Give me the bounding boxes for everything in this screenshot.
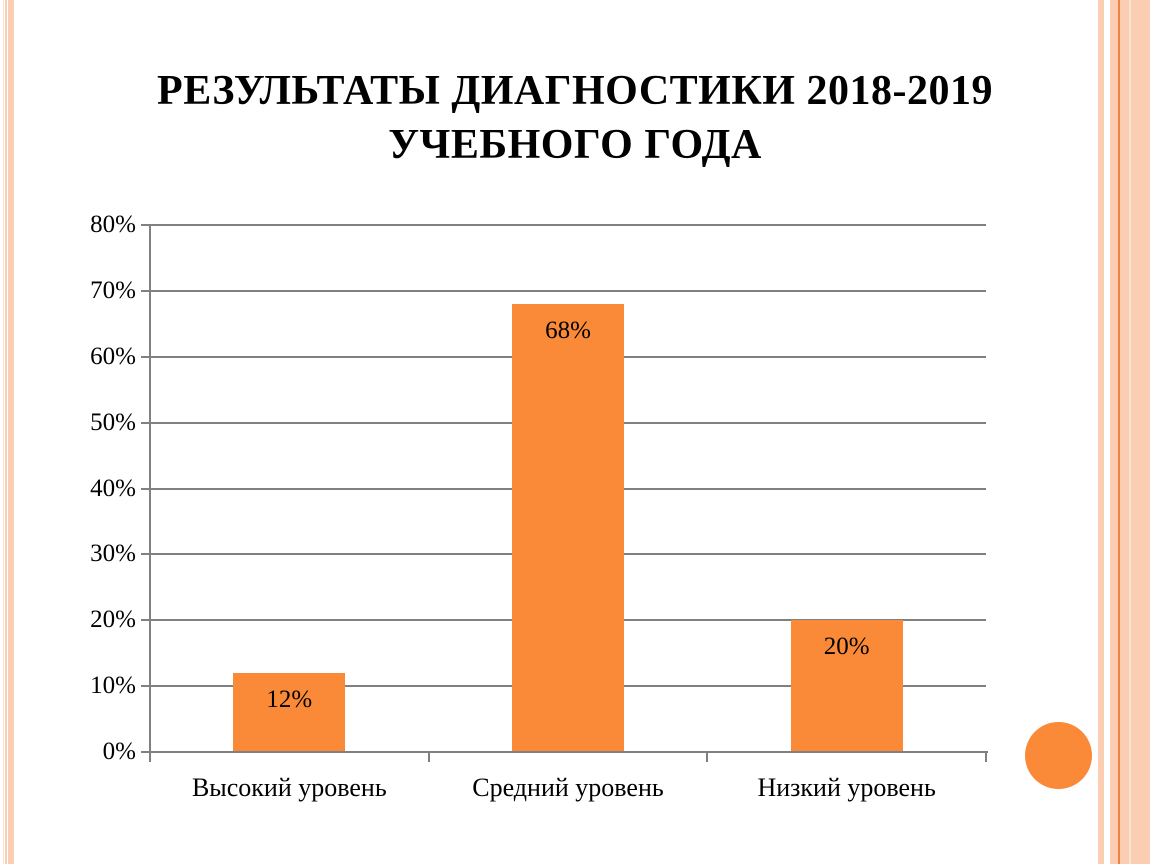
- x-axis-tick-0: [149, 752, 151, 762]
- y-axis-tick-0%: [141, 751, 150, 753]
- bar-value-label: 12%: [266, 685, 313, 713]
- y-axis-tick-label: 10%: [90, 672, 136, 700]
- decorative-circle: [1025, 722, 1092, 789]
- category-label: Высокий уровень: [191, 773, 387, 802]
- bar-value-label: 68%: [545, 317, 591, 345]
- y-axis-tick-40%: [141, 487, 150, 490]
- y-axis-tick-label: 50%: [90, 408, 136, 436]
- category-label: Средний уровень: [472, 773, 664, 802]
- y-axis-tick-30%: [141, 553, 150, 556]
- y-axis-tick-60%: [141, 355, 150, 358]
- bar-1: [233, 672, 346, 752]
- category-label: Низкий уровень: [757, 773, 936, 802]
- x-axis-tick-1: [427, 752, 430, 762]
- right-border-accent-line: [1118, 0, 1120, 864]
- y-axis-line: [149, 225, 151, 762]
- y-axis-tick-label: 0%: [102, 738, 136, 765]
- bar-2: [512, 304, 624, 752]
- x-axis-line: [150, 751, 988, 753]
- slide-title: РЕЗУЛЬТАТЫ ДИАГНОСТИКИ 2018-2019 УЧЕБНОГ…: [157, 68, 993, 168]
- left-border-stripe-wide: [8, 0, 14, 864]
- y-axis-tick-label: 80%: [90, 211, 136, 238]
- right-border-light-line: [1129, 0, 1131, 864]
- x-axis-tick-3: [985, 752, 987, 762]
- y-axis-tick-label: 60%: [90, 342, 136, 370]
- x-axis-tick-2: [706, 752, 709, 762]
- y-axis-tick-10%: [141, 685, 150, 688]
- bar-3: [790, 620, 903, 752]
- left-border-stripe-narrow: [5, 0, 7, 864]
- y-axis-tick-20%: [141, 619, 150, 622]
- y-axis-tick-50%: [141, 421, 150, 424]
- gridline-70%: [150, 289, 986, 292]
- y-axis-tick-label: 20%: [90, 606, 136, 634]
- y-axis-tick-label: 30%: [90, 540, 136, 568]
- y-axis-tick-label: 40%: [90, 474, 136, 502]
- y-axis-tick-70%: [141, 289, 150, 292]
- right-border-stripe-narrow: [1098, 0, 1104, 864]
- y-axis-tick-80%: [141, 224, 150, 226]
- bar-value-label: 20%: [823, 633, 870, 661]
- gridline-80%: [150, 224, 986, 226]
- y-axis-tick-label: 70%: [90, 276, 136, 304]
- left-border-stripe-thin: [3, 0, 4, 864]
